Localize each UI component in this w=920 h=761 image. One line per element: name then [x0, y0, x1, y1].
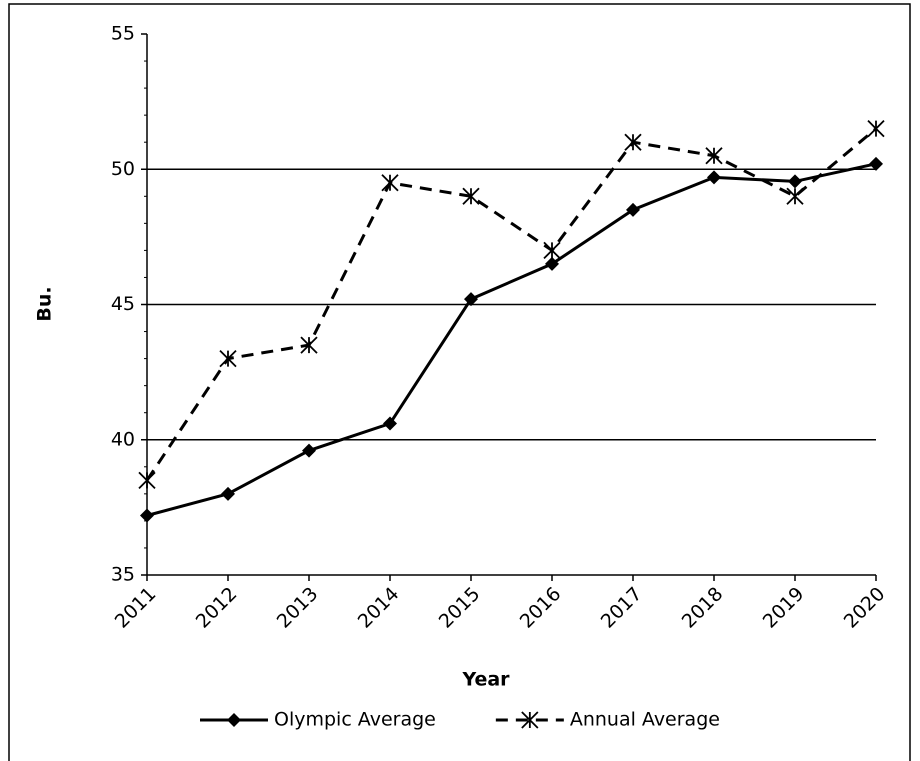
x-tick-label: 2018	[678, 583, 728, 633]
point	[221, 486, 235, 501]
point	[786, 187, 804, 205]
legend-marker	[227, 713, 241, 727]
y-tick-label: 50	[111, 158, 135, 180]
point	[543, 241, 561, 260]
point	[707, 170, 721, 185]
y-tick-label: 35	[111, 564, 135, 586]
point	[302, 443, 316, 458]
y-tick-label: 45	[111, 293, 135, 315]
x-tick-label: 2013	[273, 583, 323, 633]
point	[462, 187, 480, 205]
series-line	[145, 127, 877, 482]
series-line	[146, 162, 877, 517]
x-tick-label: 2011	[111, 583, 161, 633]
x-tick-label: 2020	[840, 583, 890, 633]
y-tick-label: 55	[111, 23, 135, 45]
point	[383, 416, 397, 431]
chart-border	[8, 3, 911, 761]
x-tick-label: 2015	[435, 583, 485, 633]
point	[138, 471, 156, 489]
x-tick-label: 2017	[597, 583, 647, 633]
x-tick-label: 2016	[516, 583, 566, 633]
x-tick-label: 2012	[192, 583, 242, 633]
point	[219, 349, 237, 368]
x-tick-label: 2019	[759, 583, 809, 633]
y-tick-label: 40	[111, 428, 135, 450]
point	[788, 174, 802, 189]
point	[869, 156, 883, 171]
point	[381, 174, 399, 192]
point	[545, 256, 559, 271]
x-axis-title: Year	[461, 669, 510, 691]
x-tick-label: 2014	[354, 583, 404, 633]
legend-marker	[521, 711, 539, 729]
point	[464, 292, 478, 307]
point	[140, 508, 154, 523]
legend-label: Annual Average	[570, 709, 720, 731]
point	[624, 133, 642, 151]
y-axis-title: Bu.	[34, 286, 56, 321]
point	[626, 202, 640, 217]
legend-label: Olympic Average	[274, 709, 436, 731]
point	[867, 120, 885, 138]
point	[705, 147, 723, 165]
point	[300, 336, 318, 354]
